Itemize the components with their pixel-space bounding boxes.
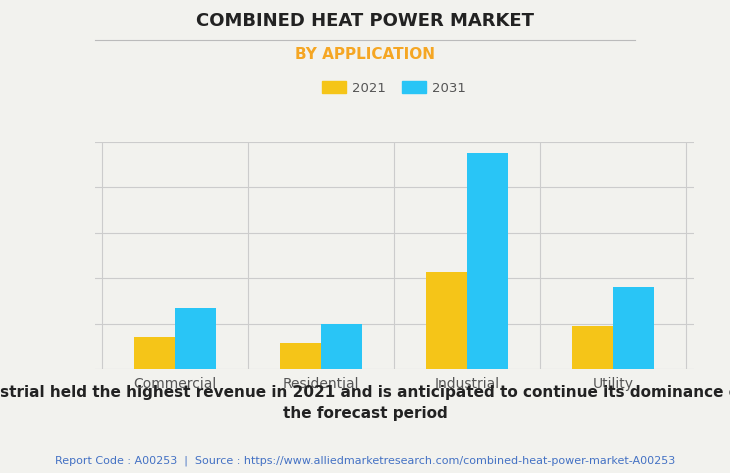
Bar bbox=[134, 336, 175, 369]
Text: Report Code : A00253  |  Source : https://www.alliedmarketresearch.com/combined-: Report Code : A00253 | Source : https://… bbox=[55, 455, 675, 465]
Bar bbox=[613, 287, 654, 369]
Bar bbox=[572, 326, 613, 369]
Bar bbox=[467, 153, 508, 369]
Bar bbox=[426, 272, 467, 369]
Bar bbox=[321, 324, 362, 369]
Text: BY APPLICATION: BY APPLICATION bbox=[295, 47, 435, 62]
Text: COMBINED HEAT POWER MARKET: COMBINED HEAT POWER MARKET bbox=[196, 12, 534, 30]
Text: Industrial held the highest revenue in 2021 and is anticipated to continue its d: Industrial held the highest revenue in 2… bbox=[0, 385, 730, 421]
Legend: 2021, 2031: 2021, 2031 bbox=[317, 76, 472, 100]
Bar bbox=[175, 308, 216, 369]
Bar bbox=[280, 343, 321, 369]
